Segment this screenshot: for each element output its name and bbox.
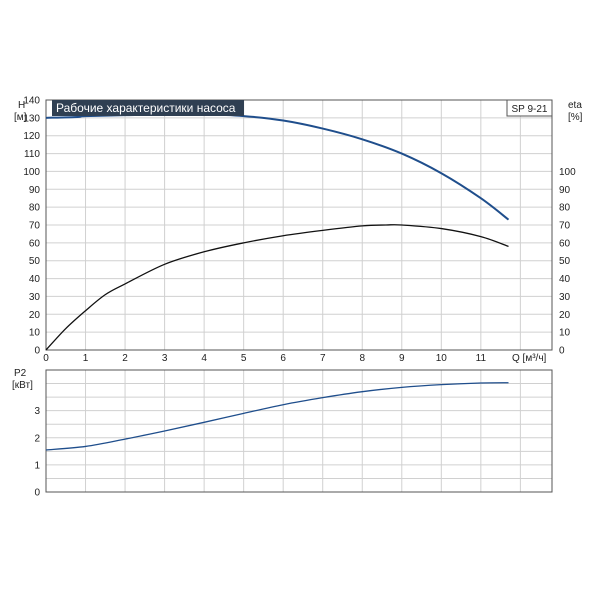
head-tick-label: 100 xyxy=(23,167,40,178)
power-tick-label: 2 xyxy=(34,433,40,444)
power-axis-label: P2 xyxy=(14,368,27,379)
x-tick-label: 2 xyxy=(122,353,128,364)
head-axis-unit: [м] xyxy=(14,112,27,123)
eta-tick-label: 40 xyxy=(559,274,571,285)
head-tick-label: 110 xyxy=(24,149,40,160)
head-tick-label: 40 xyxy=(29,274,41,285)
head-tick-label: 130 xyxy=(23,113,40,124)
power-curve xyxy=(45,382,509,451)
head-tick-label: 70 xyxy=(29,221,41,232)
x-tick-label: 8 xyxy=(359,353,365,364)
model-label: SP 9-21 xyxy=(512,104,548,115)
eta-tick-label: 100 xyxy=(559,167,576,178)
title-box xyxy=(52,100,244,116)
head-tick-label: 90 xyxy=(29,185,41,196)
head-axis-label: H xyxy=(18,100,25,111)
power-grid xyxy=(46,370,552,492)
head-tick-label: 10 xyxy=(29,328,41,339)
eta-axis-label: eta xyxy=(568,100,582,111)
head-curve xyxy=(45,113,510,221)
power-tick-label: 0 xyxy=(34,488,40,499)
eta-tick-labels: 0 10 20 30 40 50 60 70 80 90 100 xyxy=(559,167,576,357)
x-tick-label: 7 xyxy=(320,353,326,364)
eta-tick-label: 30 xyxy=(559,292,571,303)
eta-axis-unit: [%] xyxy=(568,112,583,123)
head-tick-label: 30 xyxy=(29,292,41,303)
head-tick-label: 0 xyxy=(34,346,40,357)
eta-tick-label: 70 xyxy=(559,221,571,232)
power-axis-unit: [кВт] xyxy=(12,380,33,391)
power-tick-labels: 0 1 2 3 xyxy=(34,406,40,498)
power-tick-label: 3 xyxy=(34,406,40,417)
eta-tick-label: 60 xyxy=(559,238,571,249)
head-tick-label: 50 xyxy=(29,256,41,267)
head-tick-labels: 0 10 20 30 40 50 60 70 80 90 100 110 120 130 140 xyxy=(23,96,40,357)
eta-curve xyxy=(45,224,509,351)
x-tick-label: 11 xyxy=(476,353,487,364)
head-tick-label: 80 xyxy=(29,203,41,214)
power-plot-frame xyxy=(45,369,553,493)
eta-tick-label: 80 xyxy=(559,203,571,214)
x-tick-label: 0 xyxy=(43,353,49,364)
x-tick-label: 4 xyxy=(201,353,207,364)
x-tick-label: 10 xyxy=(436,353,448,364)
eta-tick-label: 50 xyxy=(559,256,571,267)
x-tick-label: 9 xyxy=(399,353,405,364)
head-tick-label: 120 xyxy=(23,131,40,142)
x-tick-label: 1 xyxy=(83,353,89,364)
x-tick-label: 6 xyxy=(280,353,286,364)
power-tick-label: 1 xyxy=(34,460,40,471)
main-grid xyxy=(46,99,552,350)
x-tick-label: 3 xyxy=(162,353,168,364)
eta-tick-label: 0 xyxy=(559,346,565,357)
chart-title: Рабочие характеристики насоса xyxy=(56,101,236,115)
head-tick-label: 60 xyxy=(29,238,41,249)
head-tick-label: 20 xyxy=(29,310,41,321)
flow-axis-label: Q [м³/ч] xyxy=(512,353,547,364)
model-box xyxy=(506,99,553,117)
eta-tick-label: 10 xyxy=(559,328,571,339)
main-plot-frame xyxy=(45,99,553,351)
eta-tick-label: 90 xyxy=(559,185,571,196)
head-tick-label: 140 xyxy=(23,96,40,107)
eta-tick-label: 20 xyxy=(559,310,571,321)
x-tick-label: 5 xyxy=(241,353,247,364)
x-tick-labels: 0 1 2 3 4 5 6 7 8 9 10 11 xyxy=(43,353,486,364)
